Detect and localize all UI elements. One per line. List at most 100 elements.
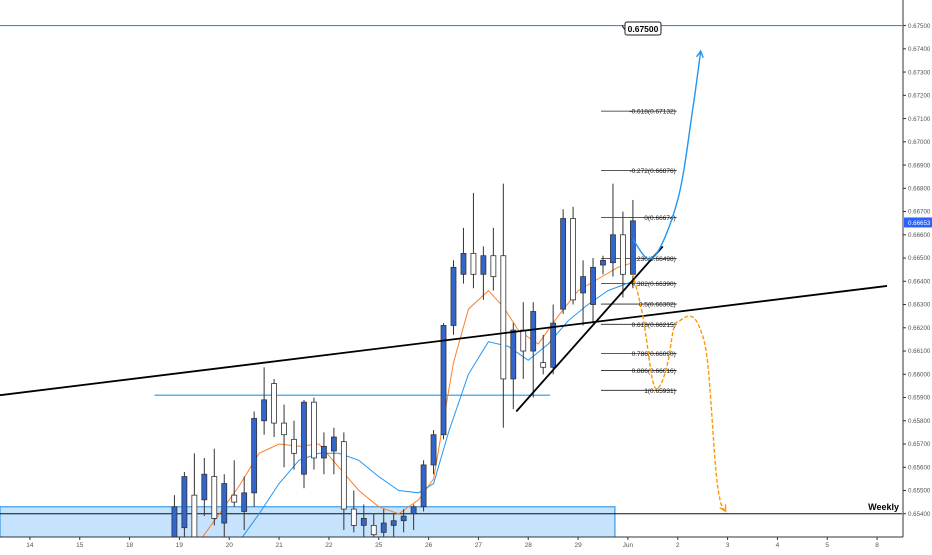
fib-level-label: 0.618(0.66215) (632, 322, 676, 329)
candle-bearish (211, 476, 218, 519)
candle-bearish (340, 441, 347, 510)
ascending-trendline (515, 245, 664, 413)
candle-bullish (241, 492, 248, 512)
weekly-label: Weekly (868, 502, 899, 512)
price-tick-label: 0.66900 (908, 162, 931, 169)
price-tick-label: 0.66400 (908, 278, 931, 285)
long-trendline (0, 285, 888, 397)
fib-level-label: -0.272(0.66876) (629, 168, 675, 175)
price-tick-label: 0.67200 (908, 93, 931, 100)
candle-bullish (590, 266, 596, 305)
price-tick-label: 0.65900 (908, 395, 931, 402)
ema-fast (198, 262, 634, 542)
time-tick-label: 3 (726, 542, 730, 549)
time-tick-label: 2 (676, 542, 680, 549)
candle-bullish (251, 418, 258, 494)
time-tick-label: 8 (875, 542, 879, 549)
candle-bearish (620, 234, 626, 275)
fib-level-label: 0.886(0.66016) (632, 368, 676, 375)
candle-bullish (221, 483, 228, 524)
candle-bullish (460, 252, 467, 275)
price-tick-label: 0.66600 (908, 232, 931, 239)
candle-bearish (191, 494, 198, 538)
time-tick-label: 27 (475, 542, 483, 549)
price-tick-label: 0.66200 (908, 325, 931, 332)
fib-level-label: 0.382(0.66390) (632, 281, 676, 288)
bullish-projection-arrowhead (695, 49, 704, 58)
time-tick-label: 22 (325, 542, 333, 549)
candle-bullish (201, 473, 208, 501)
time-tick-label: 4 (776, 542, 780, 549)
candle-bearish (490, 255, 497, 278)
fib-level-label: 0.236(0.66498) (632, 256, 676, 263)
candle-bullish (580, 276, 586, 294)
price-tick-label: 0.66700 (908, 209, 931, 216)
time-tick-label: 29 (574, 542, 582, 549)
price-tick-label: 0.66300 (908, 302, 931, 309)
current-price-marker (904, 217, 932, 228)
candle-bullish (360, 518, 367, 526)
resistance-callout-label: 0.67500 (628, 24, 659, 34)
fib-level-label: 0(0.66674) (644, 215, 675, 222)
candle-bearish (470, 252, 477, 275)
fib-level-label: 1(0.65931) (644, 388, 675, 395)
resistance-callout-box (624, 21, 662, 36)
bullish-projection (632, 51, 702, 260)
time-tick-label: 20 (226, 542, 234, 549)
price-tick-label: 0.67500 (908, 23, 931, 30)
price-tick-label: 0.65500 (908, 488, 931, 495)
candle-bullish (181, 476, 188, 529)
price-tick-label: 0.66100 (908, 348, 931, 355)
candle-bullish (420, 464, 427, 508)
price-tick-label: 0.67400 (908, 46, 931, 53)
price-tick-label: 0.65700 (908, 441, 931, 448)
price-tick-label: 0.67100 (908, 116, 931, 123)
candle-bearish (500, 255, 507, 380)
candle-bullish (510, 329, 517, 380)
fib-level-label: 0.5(0.66302) (639, 302, 676, 309)
candle-bullish (410, 506, 417, 515)
candle-bullish (530, 311, 537, 352)
current-price-label: 0.66653 (908, 220, 931, 227)
time-axis-background (0, 537, 932, 550)
candle-bearish (540, 362, 547, 368)
time-tick-label: 19 (176, 542, 184, 549)
bearish-projection (632, 274, 727, 512)
price-tick-label: 0.66000 (908, 371, 931, 378)
price-tick-label: 0.66500 (908, 255, 931, 262)
candle-bearish (350, 508, 357, 526)
candle-bullish (430, 434, 437, 466)
candle-bullish (400, 515, 407, 522)
time-tick-label: 21 (275, 542, 283, 549)
candle-bullish (550, 322, 557, 368)
candle-bullish (301, 401, 307, 475)
candle-bullish (610, 234, 616, 264)
price-axis-background (903, 0, 932, 550)
price-tick-label: 0.67000 (908, 139, 931, 146)
time-tick-label: 25 (375, 542, 383, 549)
time-tick-label: 15 (76, 542, 84, 549)
time-tick-label: 18 (126, 542, 134, 549)
time-tick-label: Jun (623, 542, 634, 549)
bearish-projection-arrowhead (719, 504, 727, 513)
price-tick-label: 0.65600 (908, 464, 931, 471)
candle-bearish (570, 218, 576, 301)
candle-bullish (440, 325, 447, 436)
candle-bullish (480, 255, 487, 275)
price-tick-label: 0.67300 (908, 69, 931, 76)
candle-bearish (311, 401, 317, 459)
price-tick-label: 0.66800 (908, 185, 931, 192)
candle-bearish (370, 524, 377, 536)
fib-level-label: -0.618(0.67132) (629, 109, 675, 116)
candle-bullish (560, 218, 567, 310)
candle-bullish (261, 399, 268, 422)
candle-bullish (629, 220, 636, 275)
candle-bearish (271, 383, 277, 424)
fib-level-label: 0.786(0.66090) (632, 351, 676, 358)
price-tick-label: 0.65400 (908, 511, 931, 518)
time-tick-label: 14 (26, 542, 34, 549)
candle-bullish (600, 259, 606, 266)
